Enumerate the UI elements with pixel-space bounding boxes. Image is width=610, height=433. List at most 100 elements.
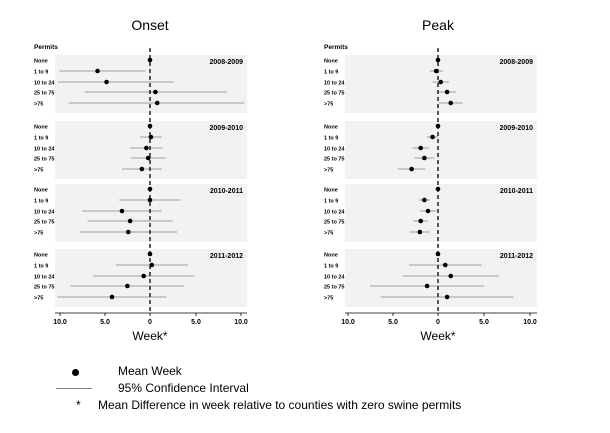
- mean-point: [435, 57, 441, 63]
- season-label: 2009-2010: [210, 125, 244, 132]
- mean-point: [422, 197, 427, 203]
- row-label: None: [324, 59, 338, 65]
- chart-title-onset: Onset: [131, 17, 168, 33]
- legend-note-mark: *: [76, 398, 81, 412]
- mean-point: [145, 155, 151, 161]
- mean-point: [409, 166, 414, 172]
- row-label: None: [324, 253, 338, 259]
- row-label: 25 to 75: [34, 91, 54, 97]
- mean-point: [422, 155, 427, 161]
- panel-background: [345, 184, 537, 242]
- mean-point: [442, 262, 448, 268]
- row-label: 10 to 24: [324, 275, 345, 281]
- x-tick-label: 10.0: [523, 319, 537, 326]
- row-label: 10 to 24: [324, 147, 345, 153]
- x-tick-label: 5.0: [191, 319, 201, 326]
- mean-point: [418, 145, 424, 151]
- row-label: 10 to 24: [34, 81, 55, 87]
- row-label: 10 to 24: [34, 275, 55, 281]
- mean-point: [430, 134, 435, 140]
- row-label: >75: [34, 102, 43, 108]
- row-label: 1 to 9: [324, 199, 338, 205]
- season-label: 2008-2009: [210, 59, 244, 66]
- row-label: 10 to 24: [324, 81, 345, 87]
- mean-point: [425, 208, 431, 214]
- mean-point: [141, 273, 146, 279]
- mean-point: [127, 218, 133, 224]
- row-label: None: [34, 59, 48, 65]
- row-label: 25 to 75: [34, 285, 54, 291]
- row-label: 25 to 75: [34, 157, 54, 163]
- row-label: 1 to 9: [324, 136, 338, 142]
- chart-title-peak: Peak: [422, 17, 455, 33]
- row-label: 1 to 9: [34, 136, 48, 142]
- mean-point: [153, 89, 158, 95]
- mean-point: [109, 294, 115, 300]
- mean-point: [448, 273, 454, 279]
- legend-mean-marker: [72, 369, 79, 376]
- mean-point: [147, 57, 153, 63]
- row-label: 10 to 24: [324, 210, 345, 216]
- row-label: >75: [34, 231, 43, 237]
- row-label: >75: [324, 168, 333, 174]
- row-label: >75: [34, 168, 43, 174]
- legend-ci-line: [56, 388, 92, 389]
- mean-point: [444, 294, 450, 300]
- row-label: 1 to 9: [324, 264, 338, 270]
- legend-note-text: Mean Difference in week relative to coun…: [98, 398, 462, 412]
- season-label: 2010-2011: [500, 188, 533, 195]
- x-tick-label: 10.0: [341, 319, 355, 326]
- row-label: 1 to 9: [34, 199, 48, 205]
- mean-point: [95, 68, 100, 74]
- row-label: >75: [34, 296, 43, 302]
- mean-point: [144, 145, 149, 151]
- mean-point: [444, 89, 450, 95]
- legend-mean-label: Mean Week: [118, 364, 182, 378]
- row-label: 25 to 75: [324, 220, 344, 226]
- panel-background: [345, 121, 537, 179]
- x-tick-label: 0: [148, 319, 152, 326]
- row-label: 1 to 9: [34, 264, 48, 270]
- x-axis-label: Week*: [132, 329, 167, 343]
- x-tick-label: 10.0: [53, 319, 67, 326]
- row-label: 1 to 9: [324, 70, 338, 76]
- row-label: 25 to 75: [34, 220, 54, 226]
- mean-point: [424, 283, 430, 289]
- season-label: 2011-2012: [500, 253, 533, 260]
- season-label: 2009-2010: [500, 125, 534, 132]
- row-label: >75: [324, 231, 333, 237]
- mean-point: [125, 283, 130, 289]
- mean-point: [104, 79, 109, 85]
- mean-point: [448, 100, 454, 106]
- row-label: None: [34, 125, 48, 131]
- mean-point: [418, 218, 424, 224]
- mean-point: [417, 229, 423, 235]
- row-label: 10 to 24: [34, 147, 55, 153]
- legend-ci-label: 95% Confidence Interval: [118, 381, 249, 395]
- y-group-label: Permits: [324, 44, 348, 51]
- x-tick-label: 10.0: [234, 319, 248, 326]
- x-tick-label: 0: [436, 319, 440, 326]
- mean-point: [438, 79, 444, 85]
- row-label: None: [34, 188, 48, 194]
- row-label: >75: [324, 296, 333, 302]
- mean-point: [139, 166, 145, 172]
- mean-point: [433, 68, 439, 74]
- y-group-label: Permits: [34, 44, 58, 51]
- mean-point: [149, 262, 155, 268]
- mean-point: [147, 197, 153, 203]
- x-axis-label: Week*: [420, 329, 455, 343]
- season-label: 2010-2011: [210, 188, 243, 195]
- row-label: 10 to 24: [34, 210, 55, 216]
- season-label: 2011-2012: [210, 253, 243, 260]
- row-label: None: [324, 188, 338, 194]
- mean-point: [154, 100, 160, 106]
- row-label: None: [324, 125, 338, 131]
- row-label: 25 to 75: [324, 157, 344, 163]
- mean-point: [125, 229, 131, 235]
- row-label: 1 to 9: [34, 70, 48, 76]
- row-label: None: [34, 253, 48, 259]
- x-tick-label: 5.0: [479, 319, 489, 326]
